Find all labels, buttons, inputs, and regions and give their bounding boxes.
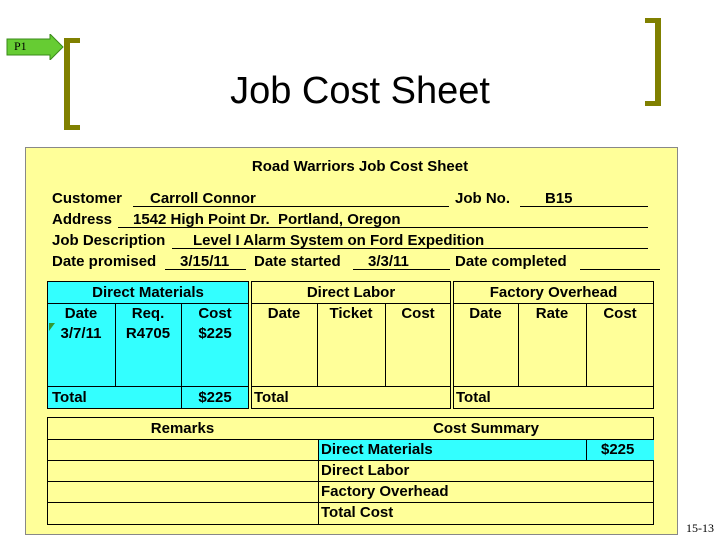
dm-row-date: 3/7/11 — [60, 325, 102, 342]
remarks-summary-table — [47, 417, 654, 525]
left-bracket — [64, 38, 70, 130]
summary-row-label: Total Cost — [321, 504, 394, 521]
fo-col-cost: Cost — [603, 305, 637, 322]
summary-row-label: Factory Overhead — [321, 483, 449, 500]
dm-total-label: Total — [52, 389, 87, 406]
direct-labor-header: Direct Labor — [306, 284, 396, 301]
date-promised-label: Date promised — [52, 253, 157, 270]
job-no-value: B15 — [545, 190, 573, 207]
address-label: Address — [52, 211, 113, 228]
dm-col-cost: Cost — [198, 305, 232, 322]
customer-label: Customer — [52, 190, 123, 207]
address-value: 1542 High Point Dr. Portland, Oregon — [133, 211, 401, 228]
job-no-label: Job No. — [455, 190, 510, 207]
dm-row-req: R4705 — [125, 325, 171, 342]
summary-row-label: Direct Materials — [321, 441, 433, 458]
p1-arrow-icon — [6, 34, 64, 60]
job-description-label: Job Description — [52, 232, 166, 249]
page-title: Job Cost Sheet — [230, 70, 490, 112]
right-bracket — [655, 18, 661, 106]
dl-col-ticket: Ticket — [329, 305, 373, 322]
fo-total-label: Total — [456, 389, 491, 406]
job-description-value: Level I Alarm System on Ford Expedition — [193, 232, 485, 249]
direct-labor-table — [251, 281, 451, 409]
dl-col-date: Date — [267, 305, 301, 322]
page-number: 15-13 — [686, 521, 714, 535]
summary-row-value: $225 — [601, 441, 635, 458]
direct-materials-table — [47, 281, 249, 409]
fo-col-rate: Rate — [535, 305, 569, 322]
fo-col-date: Date — [469, 305, 502, 322]
sheet-heading: Road Warriors Job Cost Sheet — [251, 158, 469, 175]
date-started-value: 3/3/11 — [368, 253, 409, 270]
direct-materials-header: Direct Materials — [92, 284, 204, 301]
summary-row-label: Direct Labor — [321, 462, 410, 479]
factory-overhead-table — [453, 281, 654, 409]
dm-col-date: Date — [64, 305, 98, 322]
factory-overhead-header: Factory Overhead — [489, 284, 618, 301]
dm-col-req: Req. — [131, 305, 165, 322]
date-started-label: Date started — [254, 253, 341, 270]
cost-summary-highlight — [318, 439, 654, 460]
customer-value: Carroll Connor — [150, 190, 256, 207]
dm-total-value: $225 — [198, 389, 232, 406]
date-promised-value: 3/15/11 — [180, 253, 230, 270]
cost-summary-header: Cost Summary — [433, 420, 539, 437]
date-completed-label: Date completed — [455, 253, 567, 270]
dm-row-cost: $225 — [198, 325, 232, 342]
remarks-header: Remarks — [150, 420, 215, 437]
dl-total-label: Total — [254, 389, 289, 406]
dl-col-cost: Cost — [401, 305, 435, 322]
p1-badge-label: P1 — [14, 39, 27, 53]
comment-marker-icon — [49, 323, 55, 331]
